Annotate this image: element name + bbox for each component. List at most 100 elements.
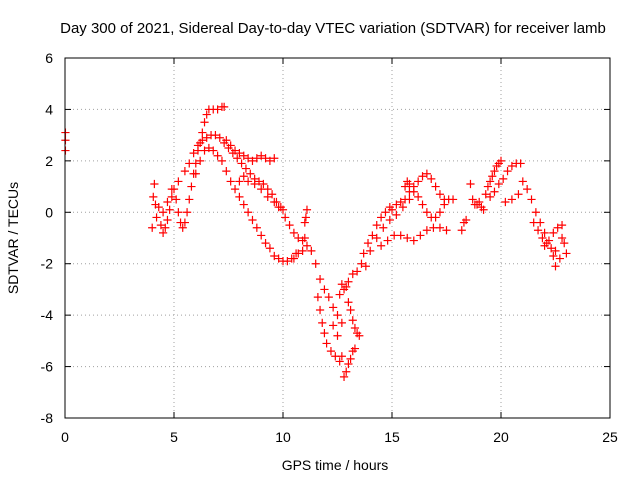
data-point	[409, 236, 418, 245]
data-point	[202, 110, 211, 119]
data-point	[355, 331, 364, 340]
data-point	[163, 197, 172, 207]
data-point	[320, 329, 329, 338]
data-point	[294, 249, 303, 258]
data-point	[241, 164, 251, 173]
data-point	[448, 195, 458, 204]
y-tick-label: -6	[41, 359, 54, 375]
data-point	[257, 231, 266, 240]
data-point	[185, 159, 194, 168]
data-point	[259, 179, 268, 189]
data-point	[174, 208, 183, 217]
data-point	[392, 210, 401, 219]
data-point	[270, 154, 279, 163]
data-point	[538, 233, 547, 243]
data-point	[342, 282, 351, 291]
data-point	[149, 192, 158, 201]
y-tick-label: -2	[41, 256, 54, 272]
data-point	[315, 305, 325, 315]
data-point	[329, 303, 338, 312]
data-point	[427, 174, 436, 183]
data-point	[346, 305, 355, 315]
data-point	[222, 136, 231, 145]
data-point	[252, 223, 261, 232]
data-point	[503, 167, 512, 176]
data-point	[217, 156, 227, 165]
data-point	[226, 141, 235, 150]
data-point	[220, 102, 229, 111]
data-point	[418, 200, 427, 209]
data-point	[226, 177, 235, 186]
data-point	[551, 262, 560, 271]
data-point	[405, 179, 414, 189]
data-point	[165, 205, 174, 214]
data-point	[414, 192, 423, 201]
data-point	[342, 367, 351, 376]
data-point	[377, 241, 386, 250]
data-point	[257, 151, 266, 160]
data-point	[359, 249, 368, 258]
data-point	[254, 177, 264, 186]
data-point	[283, 257, 292, 266]
data-point	[475, 197, 484, 207]
data-point	[289, 254, 298, 263]
data-point	[329, 321, 338, 330]
y-tick-label: 4	[45, 101, 53, 117]
data-point	[261, 154, 270, 163]
data-point	[416, 231, 425, 240]
data-point	[248, 215, 257, 225]
data-point	[331, 352, 340, 361]
data-point	[156, 221, 166, 230]
data-point	[311, 259, 320, 268]
data-point	[422, 226, 431, 235]
data-point	[346, 354, 355, 363]
data-point	[435, 190, 445, 199]
data-point	[213, 105, 222, 114]
data-point	[281, 213, 290, 222]
data-point	[348, 316, 357, 325]
data-point	[518, 177, 527, 186]
data-point	[440, 200, 449, 209]
data-point	[499, 174, 508, 183]
data-point	[233, 154, 242, 163]
data-point	[154, 203, 163, 212]
data-point	[339, 372, 349, 381]
data-point	[193, 141, 203, 150]
data-point	[185, 195, 194, 204]
data-point	[191, 169, 200, 178]
data-point	[531, 208, 540, 217]
data-point	[483, 182, 493, 191]
data-point	[335, 290, 344, 299]
data-point	[403, 233, 412, 243]
data-point	[422, 208, 431, 217]
data-point	[494, 179, 503, 189]
data-point	[213, 151, 222, 160]
data-point	[289, 228, 298, 237]
data-point	[263, 185, 272, 194]
data-point	[235, 177, 244, 186]
y-tick-label: 0	[45, 204, 53, 220]
data-point	[248, 156, 257, 165]
data-point	[237, 159, 246, 168]
x-tick-label: 25	[602, 429, 618, 445]
data-point	[366, 246, 375, 255]
grid	[65, 58, 610, 418]
data-point	[368, 231, 377, 240]
data-point	[187, 182, 196, 191]
data-point	[549, 251, 558, 261]
data-point	[398, 203, 407, 212]
data-point	[377, 213, 386, 222]
data-point	[549, 228, 558, 237]
data-point	[211, 131, 220, 140]
data-point	[159, 208, 168, 217]
data-point	[239, 151, 248, 160]
data-point	[180, 167, 189, 176]
data-point	[318, 318, 327, 327]
data-point	[353, 267, 362, 276]
data-point	[529, 218, 538, 227]
data-point	[250, 179, 259, 189]
data-point	[246, 169, 255, 178]
data-point	[422, 169, 431, 178]
data-point	[431, 213, 440, 222]
x-tick-label: 15	[384, 429, 400, 445]
